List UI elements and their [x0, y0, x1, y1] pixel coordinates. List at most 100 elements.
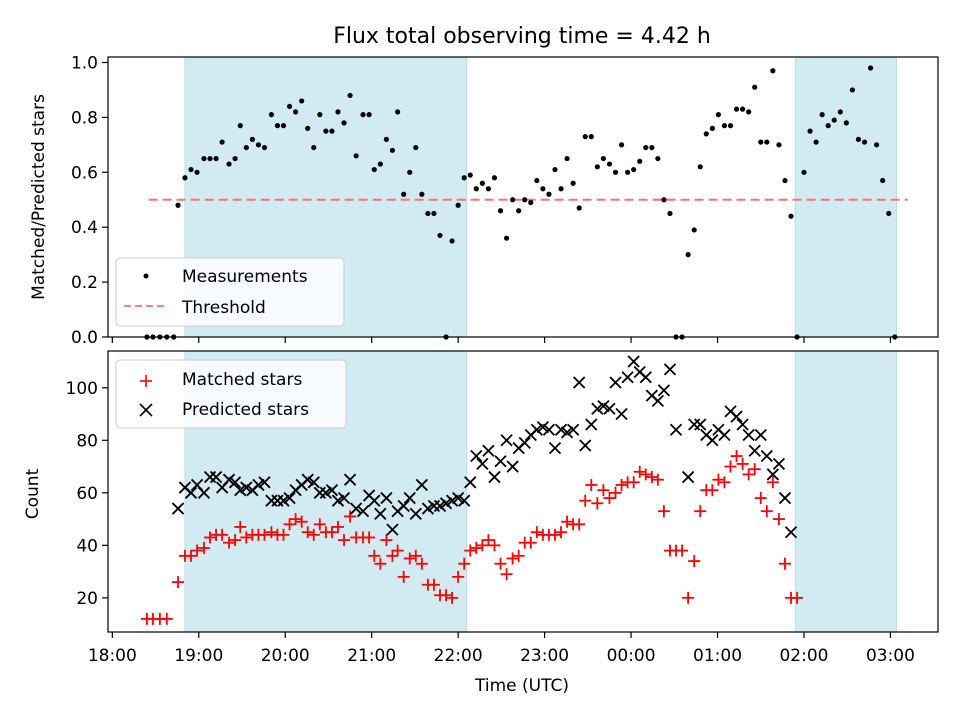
matched-stars-point: [597, 484, 610, 497]
matched-stars-point: [427, 578, 440, 591]
matched-stars-point: [482, 534, 495, 547]
matched-stars-point: [234, 520, 247, 533]
measurements-point: [194, 169, 200, 175]
matched-stars-point: [591, 497, 604, 510]
measurements-point: [467, 172, 473, 178]
matched-stars-point: [579, 494, 592, 507]
measurements-point: [491, 175, 498, 181]
predicted-stars-point: [197, 486, 211, 499]
ratio-x-ticks: [111, 337, 892, 343]
predicted-stars-point: [579, 439, 592, 452]
measurements-point: [437, 232, 443, 239]
matched-stars-point: [736, 457, 749, 470]
predicted-stars-point: [784, 526, 798, 539]
predicted-stars-point: [386, 523, 399, 536]
matched-stars-point: [754, 492, 767, 505]
matched-stars-point: [548, 528, 561, 541]
measurements-point: [740, 106, 746, 112]
chart-title: Flux total observing time = 4.42 h: [333, 24, 711, 49]
measurements-point: [709, 125, 715, 131]
measurements-point: [637, 158, 643, 164]
matched-stars-point: [500, 568, 513, 581]
predicted-stars-point: [458, 494, 471, 507]
predicted-stars-point: [307, 476, 320, 489]
measurements-point: [721, 123, 728, 129]
measurements-point: [261, 144, 268, 151]
matched-stars-point: [391, 544, 404, 557]
predicted-stars-point: [313, 486, 326, 499]
x-tick-label: 01:00: [693, 646, 742, 666]
predicted-stars-point: [171, 502, 185, 515]
matched-stars-point: [446, 591, 459, 604]
measurements-point: [570, 180, 576, 186]
matched-stars-point: [645, 471, 658, 484]
predicted-stars-point: [663, 363, 677, 376]
predicted-legend-marker: [139, 403, 153, 417]
predicted-stars-point: [530, 423, 543, 436]
measurements-point: [249, 136, 255, 142]
predicted-stars-point: [368, 494, 381, 507]
predicted-stars-point: [488, 470, 501, 484]
y-tick-label: 60: [76, 484, 98, 504]
measurements-point: [752, 84, 758, 90]
predicted-stars-point: [772, 457, 786, 471]
predicted-stars-point: [252, 478, 265, 492]
predicted-stars-point: [397, 499, 410, 513]
predicted-stars-point: [265, 494, 278, 507]
predicted-stars-point: [337, 491, 351, 505]
x-tick-label: 21:00: [347, 646, 396, 666]
matched-stars-point: [386, 549, 399, 562]
predicted-stars-point: [736, 418, 749, 431]
matched-stars-point: [603, 492, 616, 505]
measurements-point: [528, 199, 534, 206]
measurements-point: [353, 153, 359, 159]
predicted-stars-point: [301, 473, 314, 486]
matched-stars-point: [627, 476, 640, 489]
measurements-point: [407, 169, 413, 175]
matched-legend-label: Matched stars: [182, 370, 302, 390]
count-y-label: Count: [23, 468, 43, 519]
measurements-point: [874, 142, 880, 148]
count-y-axis: 20 40 60 80 100: [66, 379, 108, 609]
count-panel: 20 40 60 80 100 18:00 19:00 20:00 21:00 22:00 23:…: [23, 350, 939, 696]
predicted-stars-point: [464, 476, 477, 489]
measurements-point: [600, 155, 607, 162]
predicted-stars-point: [748, 444, 761, 457]
predicted-stars-point: [433, 499, 447, 513]
measurements-point: [274, 123, 281, 129]
y-tick-label: 0.0: [71, 328, 98, 348]
predicted-stars-point: [356, 505, 370, 518]
matched-stars-point: [409, 549, 422, 562]
measurements-point: [588, 134, 594, 140]
matched-stars-point: [772, 513, 785, 526]
measurements-point: [419, 191, 425, 197]
matched-stars-point: [331, 520, 344, 533]
x-tick-label: 23:00: [520, 646, 569, 666]
matched-stars-point: [706, 484, 719, 497]
measurements-point: [401, 191, 407, 197]
predicted-stars-point: [554, 423, 568, 436]
measurements-point: [643, 144, 649, 151]
measurements-point: [546, 191, 552, 197]
measurements-point: [649, 144, 655, 151]
matched-stars-point: [688, 555, 701, 568]
measurements-point: [383, 136, 389, 142]
measurements-point: [377, 161, 383, 167]
measurements-point: [473, 186, 479, 192]
y-tick-label: 100: [66, 379, 98, 399]
measurements-point: [299, 98, 305, 104]
predicted-stars-point: [283, 491, 296, 505]
matched-stars-point: [524, 536, 537, 549]
measurements-point: [819, 112, 825, 118]
matched-stars-point: [380, 534, 393, 547]
measurements-point: [655, 155, 661, 162]
ratio-plot-frame: [107, 56, 939, 338]
measurements-point: [880, 177, 886, 184]
measurements-point: [232, 155, 238, 162]
measurements-point: [552, 166, 558, 173]
measurements-point: [503, 235, 510, 241]
matched-stars-point: [185, 549, 197, 562]
measurements-point: [685, 252, 691, 258]
measurements-point: [612, 169, 619, 175]
matched-stars-point: [191, 544, 204, 557]
